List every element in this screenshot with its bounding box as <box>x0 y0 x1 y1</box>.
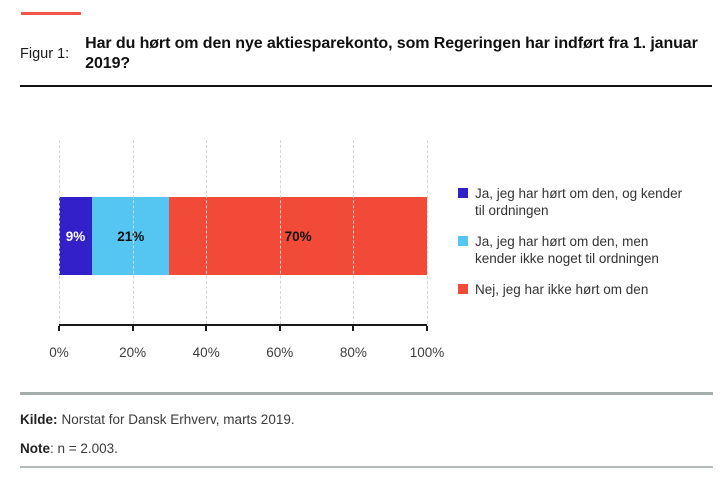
legend-item-1: Ja, jeg har hørt om den, og kender til o… <box>458 185 713 219</box>
x-tick-label: 60% <box>266 345 294 360</box>
bar-segment-2: 21% <box>92 197 170 275</box>
x-tick-label: 20% <box>119 345 147 360</box>
chart-legend: Ja, jeg har hørt om den, og kender til o… <box>458 185 713 312</box>
figure-title: Har du hørt om den nye aktiesparekonto, … <box>85 35 698 72</box>
x-tick-label: 80% <box>339 345 367 360</box>
bar-segment-3: 70% <box>169 197 427 275</box>
gridline <box>132 140 134 324</box>
x-axis-labels: 0% 20% 40% 60% 80% 100% <box>49 345 444 361</box>
footer-top-divider <box>20 392 713 395</box>
gridline <box>427 140 428 324</box>
bar-segment-value: 9% <box>65 228 86 244</box>
footer-bottom-divider <box>20 466 713 468</box>
legend-swatch <box>458 188 468 198</box>
gridline <box>279 140 281 324</box>
legend-swatch <box>458 236 468 246</box>
axis-tick <box>426 326 428 331</box>
stacked-bar: 9% 21% 70% <box>59 197 427 275</box>
x-tick-label: 0% <box>49 345 69 360</box>
bar-segment-1: 9% <box>59 197 93 275</box>
gridline <box>353 140 355 324</box>
legend-item-2: Ja, jeg har hørt om den, men kender ikke… <box>458 233 713 267</box>
gridline <box>206 140 208 324</box>
sample-note: Note: n = 2.003. <box>20 441 118 456</box>
source-note: Kilde: Norstat for Dansk Erhverv, marts 2… <box>20 412 295 427</box>
source-text: Norstat for Dansk Erhverv, marts 2019. <box>61 412 295 427</box>
figure-header: Figur 1: Har du hørt om den nye aktiespa… <box>20 34 715 73</box>
legend-label: Nej, jeg har ikke hørt om den <box>475 282 649 297</box>
chart-plot-area: 9% 21% 70% <box>58 140 428 331</box>
gridline <box>59 140 60 324</box>
note-label: Note <box>20 441 50 456</box>
axis-tick <box>205 326 208 331</box>
accent-line <box>21 12 81 15</box>
x-tick-label: 100% <box>409 345 445 360</box>
legend-label: Ja, jeg har hørt om den, og kender til o… <box>475 186 683 218</box>
x-tick-label: 40% <box>192 345 220 360</box>
bar-segment-value: 21% <box>117 228 145 244</box>
note-text: : n = 2.003. <box>50 441 118 456</box>
axis-tick <box>278 326 281 331</box>
legend-label: Ja, jeg har hørt om den, men kender ikke… <box>475 234 659 266</box>
legend-swatch <box>458 284 468 294</box>
axis-tick <box>58 326 60 331</box>
source-label: Kilde: <box>20 412 58 427</box>
header-divider <box>20 85 712 87</box>
legend-item-3: Nej, jeg har ikke hørt om den <box>458 281 713 298</box>
axis-tick <box>352 326 355 331</box>
axis-tick <box>131 326 134 331</box>
figure-label: Figur 1: <box>20 45 70 62</box>
bar-segment-value: 70% <box>284 228 312 244</box>
